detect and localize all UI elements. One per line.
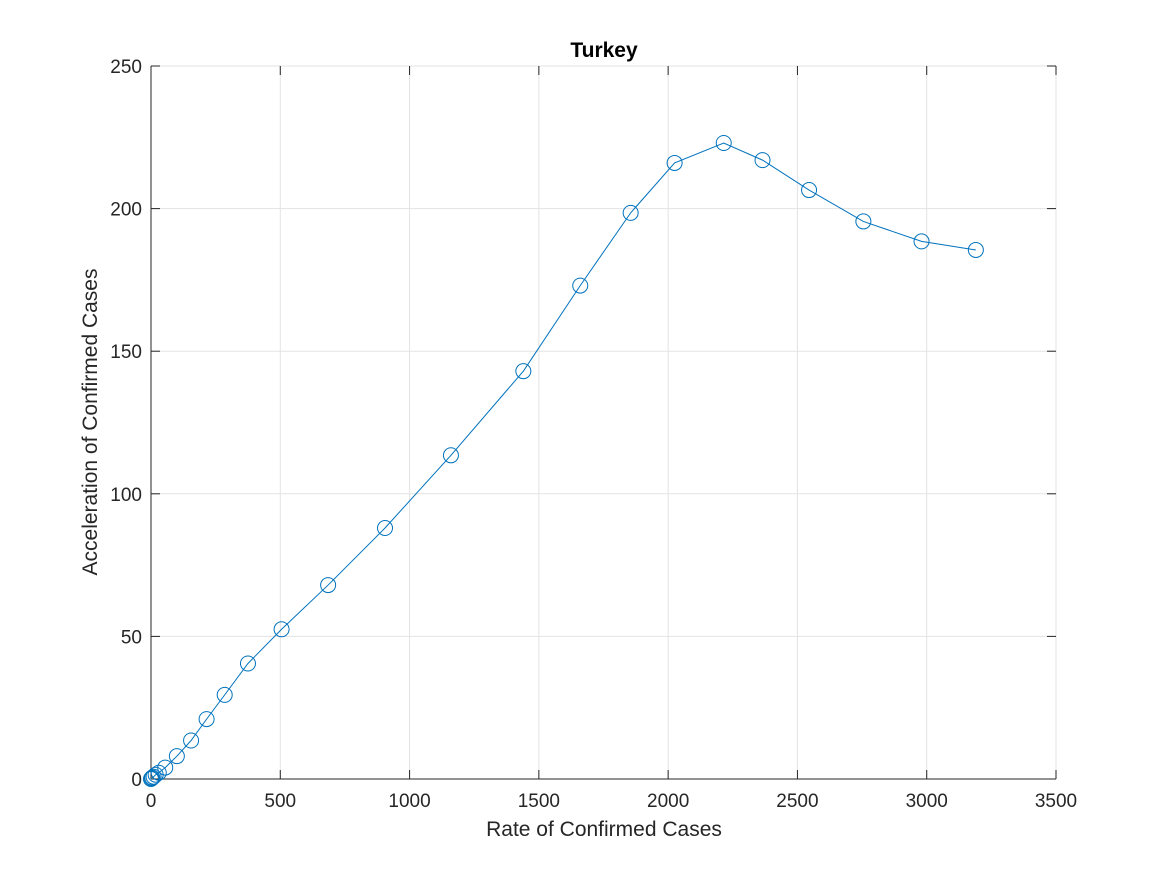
data-point-marker: [913, 233, 930, 250]
x-tick-label: 2000: [647, 791, 689, 812]
x-tick-label: 0: [146, 791, 157, 812]
x-tick-label: 2500: [776, 791, 818, 812]
data-point-marker: [754, 152, 771, 169]
y-tick-label: 150: [110, 342, 142, 363]
x-tick-label: 500: [264, 791, 296, 812]
data-point-marker: [442, 447, 459, 464]
series-line: [150, 142, 976, 780]
x-tick-label: 1000: [388, 791, 430, 812]
y-axis-label: Acceleration of Confirmed Cases: [79, 269, 102, 576]
data-point-marker: [168, 748, 185, 765]
data-point-marker: [273, 621, 290, 638]
data-point-marker: [145, 768, 162, 785]
series: [143, 135, 984, 787]
data-point-marker: [216, 686, 233, 703]
x-tick-label: 1500: [518, 791, 560, 812]
data-point-marker: [855, 213, 872, 230]
y-tick-label: 250: [110, 57, 142, 78]
data-point-marker: [239, 655, 256, 672]
data-point-marker: [144, 769, 161, 786]
data-point-marker: [715, 135, 732, 152]
y-tick-label: 0: [131, 770, 142, 791]
data-point-marker: [622, 204, 639, 221]
x-tick-label: 3500: [1035, 791, 1077, 812]
data-point-marker: [666, 154, 683, 171]
data-point-marker: [150, 764, 167, 781]
axes: 0 500 1000 1500 2000 2500 3000 3500 0 50 100 150 200…: [110, 57, 1077, 812]
x-axis-label: Rate of Confirmed Cases: [486, 818, 722, 841]
data-point-marker: [320, 577, 337, 594]
data-point-marker: [515, 363, 532, 380]
data-point-marker: [157, 759, 174, 776]
grid: [150, 65, 1057, 780]
data-point-marker: [572, 277, 589, 294]
data-point-marker: [198, 711, 215, 728]
x-tick-label: 3000: [906, 791, 948, 812]
data-point-marker: [183, 732, 200, 749]
chart-title: Turkey: [570, 39, 638, 62]
data-point-marker: [377, 520, 394, 537]
data-point-marker: [801, 182, 818, 199]
y-tick-label: 50: [121, 627, 142, 648]
data-point-marker: [967, 241, 984, 258]
y-tick-label: 200: [110, 200, 142, 221]
y-tick-label: 100: [110, 485, 142, 506]
